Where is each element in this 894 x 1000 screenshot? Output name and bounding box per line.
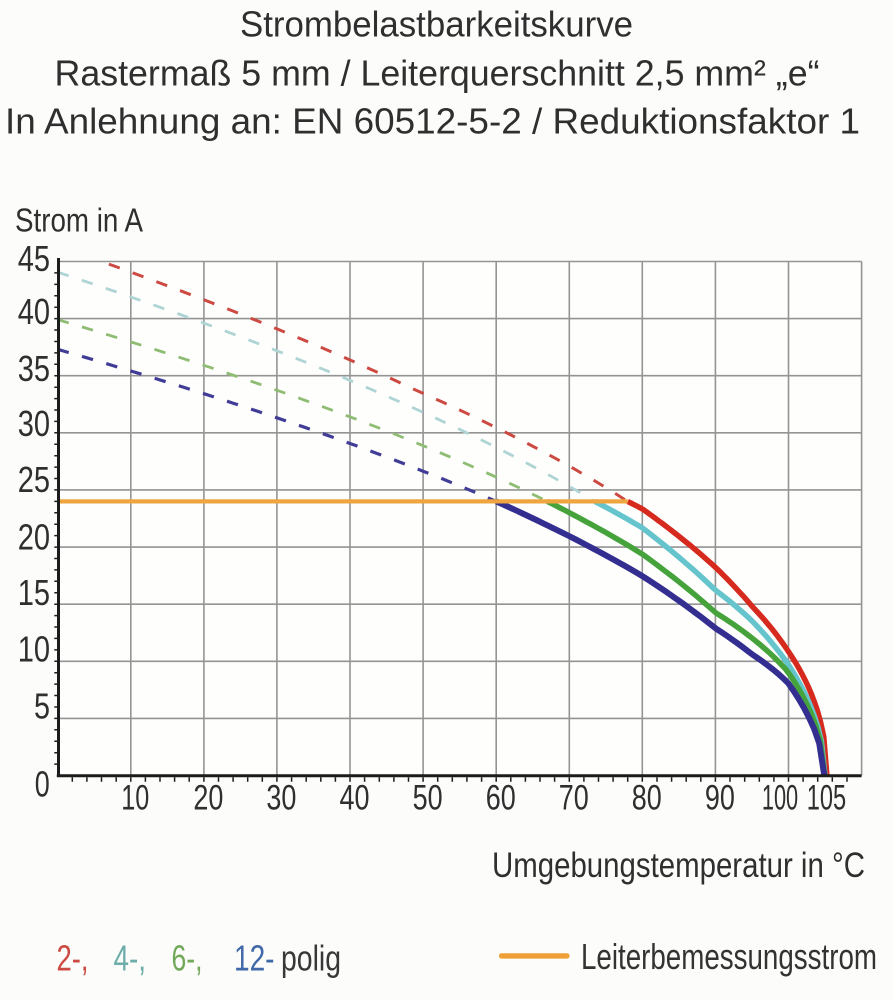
svg-text:100: 100	[762, 779, 798, 818]
svg-text:5: 5	[34, 686, 50, 727]
svg-text:Umgebungstemperatur in °C: Umgebungstemperatur in °C	[492, 846, 865, 885]
svg-text:polig: polig	[281, 938, 341, 979]
svg-text:60: 60	[486, 779, 516, 818]
svg-text:20: 20	[193, 779, 223, 818]
svg-text:40: 40	[340, 779, 370, 818]
svg-text:20: 20	[18, 517, 50, 558]
svg-text:25: 25	[18, 459, 50, 500]
svg-text:Leiterbemessungsstrom: Leiterbemessungsstrom	[581, 936, 877, 977]
svg-text:0: 0	[35, 764, 50, 805]
svg-text:2-,: 2-,	[57, 938, 89, 979]
svg-text:In Anlehnung an: EN 60512-5-2: In Anlehnung an: EN 60512-5-2 / Reduktio…	[5, 101, 860, 142]
svg-text:40: 40	[18, 291, 50, 332]
svg-text:Strombelastbarkeitskurve: Strombelastbarkeitskurve	[240, 3, 633, 44]
svg-text:30: 30	[18, 403, 50, 444]
svg-text:50: 50	[413, 779, 443, 818]
svg-text:Strom in A: Strom in A	[15, 202, 143, 239]
svg-text:105: 105	[807, 779, 846, 818]
svg-text:45: 45	[18, 238, 50, 279]
svg-text:30: 30	[266, 779, 296, 818]
svg-text:12-: 12-	[234, 938, 275, 979]
svg-text:10: 10	[121, 779, 149, 818]
svg-text:4-,: 4-,	[114, 938, 147, 979]
svg-text:10: 10	[18, 629, 50, 670]
svg-text:Rastermaß 5 mm / Leiterquersch: Rastermaß 5 mm / Leiterquerschnitt 2,5 m…	[55, 52, 820, 93]
svg-text:90: 90	[705, 779, 735, 818]
svg-text:70: 70	[559, 779, 589, 818]
svg-text:6-,: 6-,	[172, 938, 203, 979]
svg-text:80: 80	[632, 779, 662, 818]
svg-text:35: 35	[18, 348, 50, 389]
svg-text:15: 15	[18, 572, 50, 613]
